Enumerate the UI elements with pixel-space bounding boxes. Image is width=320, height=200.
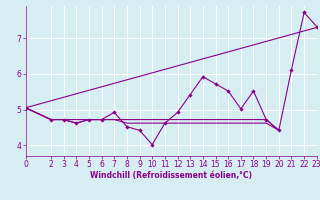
X-axis label: Windchill (Refroidissement éolien,°C): Windchill (Refroidissement éolien,°C)	[90, 171, 252, 180]
